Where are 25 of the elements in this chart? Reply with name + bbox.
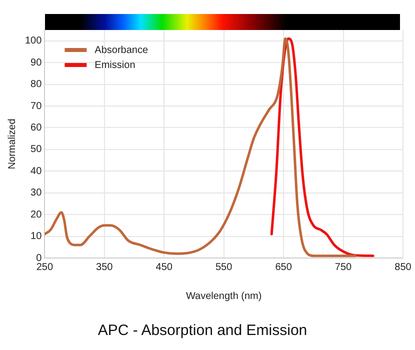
y-tick-label: 30 (30, 188, 42, 199)
x-tick-label: 350 (96, 262, 114, 273)
y-tick-label: 70 (30, 100, 42, 112)
x-axis-title: Wavelength (nm) (186, 290, 262, 302)
line-series (44, 37, 356, 258)
legend-label: Absorbance (94, 44, 148, 56)
x-tick-label: 650 (275, 262, 292, 273)
y-tick-label: 50 (30, 144, 42, 156)
legend-label: Emission (94, 60, 136, 71)
x-tick-label: 850 (394, 262, 412, 273)
y-tick-label: 20 (30, 209, 42, 220)
text: APC - Absorption and Emission (98, 322, 308, 340)
y-tick-label: 0 (36, 252, 42, 264)
x-tick-label: 550 (216, 262, 233, 273)
line-series (270, 37, 374, 258)
x-tick-label: 750 (334, 262, 352, 273)
x-tick-label: 250 (36, 262, 54, 273)
y-tick-label: 90 (30, 57, 42, 68)
y-axis-title: Normalized (6, 118, 18, 170)
x-tick-label: 450 (156, 262, 173, 273)
y-tick-label: 40 (30, 166, 42, 177)
y-tick-label: 100 (24, 36, 42, 47)
y-tick-label: 80 (30, 79, 42, 90)
y-tick-label: 10 (30, 231, 42, 242)
y-tick-label: 60 (30, 122, 42, 134)
